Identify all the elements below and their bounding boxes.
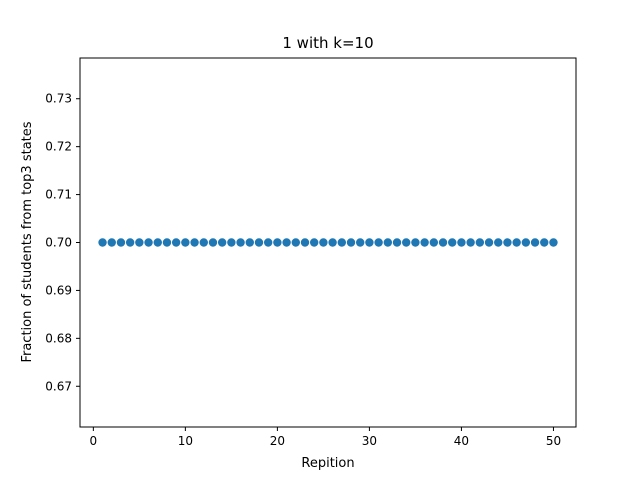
y-tick-label: 0.67 — [45, 379, 72, 393]
data-point — [273, 238, 282, 247]
data-point — [227, 238, 236, 247]
data-point — [530, 238, 540, 247]
data-point — [503, 238, 512, 247]
data-point — [402, 238, 411, 247]
data-point — [438, 238, 448, 247]
data-point — [319, 238, 328, 247]
data-point — [153, 238, 162, 247]
data-point — [392, 238, 402, 247]
data-point — [475, 238, 485, 247]
data-point — [171, 238, 181, 247]
data-point — [420, 238, 429, 247]
data-point — [116, 238, 126, 247]
y-tick-label: 0.70 — [45, 236, 72, 250]
x-axis-label: Repition — [301, 456, 354, 471]
data-point — [484, 238, 494, 247]
x-tick-label: 10 — [178, 434, 193, 448]
data-point — [429, 238, 439, 247]
y-axis: 0.67 0.68 0.69 0.70 0.71 0.72 0.73 — [45, 92, 80, 393]
x-tick-label: 30 — [362, 434, 377, 448]
data-point — [346, 238, 356, 247]
data-point — [549, 238, 558, 247]
y-tick-label: 0.73 — [45, 92, 72, 106]
y-tick-label: 0.72 — [45, 140, 72, 154]
data-point — [217, 238, 227, 247]
y-tick-label: 0.69 — [45, 283, 72, 297]
data-point — [98, 238, 107, 247]
data-point — [245, 238, 254, 247]
data-point — [365, 238, 374, 247]
data-point — [254, 238, 264, 247]
data-point — [190, 238, 199, 247]
data-point — [328, 238, 337, 247]
data-point — [383, 238, 393, 247]
data-point — [457, 238, 466, 247]
data-point — [125, 238, 135, 247]
data-point — [411, 238, 420, 247]
data-point — [263, 238, 273, 247]
data-point — [208, 238, 218, 247]
data-point — [181, 238, 190, 247]
x-axis: 0 10 20 30 40 50 — [90, 427, 561, 448]
data-point — [199, 238, 208, 247]
data-point — [374, 238, 383, 247]
data-point — [291, 238, 300, 247]
data-point — [135, 238, 144, 247]
y-axis-label: Fraction of students from top3 states — [20, 121, 35, 362]
data-point — [282, 238, 291, 247]
data-point — [144, 238, 153, 247]
data-point — [162, 238, 172, 247]
data-point — [236, 238, 245, 247]
x-tick-label: 40 — [454, 434, 469, 448]
y-tick-label: 0.68 — [45, 331, 72, 345]
data-point — [521, 238, 531, 247]
y-tick-label: 0.71 — [45, 188, 72, 202]
data-point — [512, 238, 521, 247]
data-points — [98, 238, 558, 247]
data-point — [107, 238, 116, 247]
data-point — [466, 238, 475, 247]
data-point — [309, 238, 319, 247]
data-point — [337, 238, 347, 247]
data-point — [356, 238, 365, 247]
x-tick-label: 50 — [546, 434, 561, 448]
data-point — [494, 238, 503, 247]
data-point — [300, 238, 310, 247]
chart-title: 1 with k=10 — [282, 34, 373, 52]
x-tick-label: 0 — [90, 434, 98, 448]
data-point — [540, 238, 549, 247]
x-tick-label: 20 — [270, 434, 285, 448]
data-point — [448, 238, 457, 247]
